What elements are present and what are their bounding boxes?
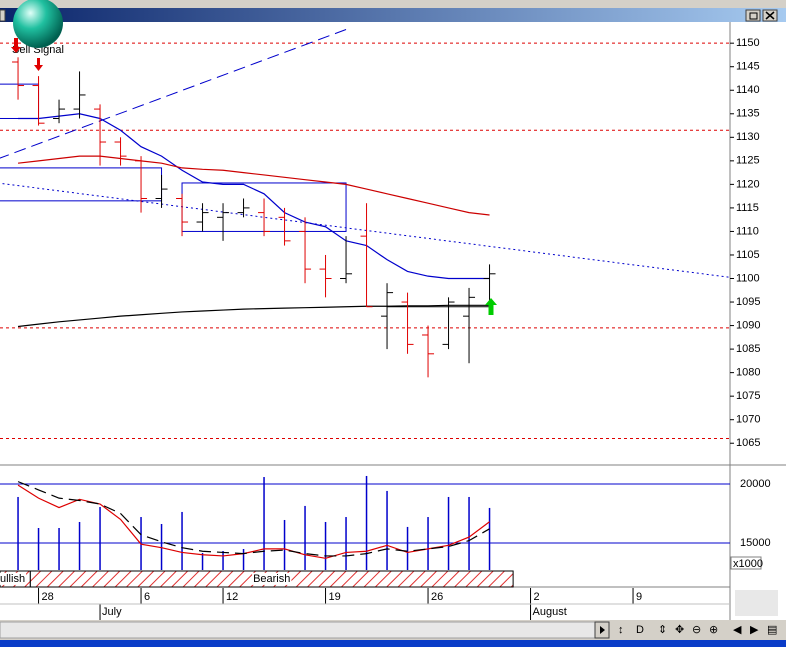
top-strip (0, 0, 786, 8)
y-tick-label: 1105 (736, 249, 760, 261)
tool-icon[interactable]: ⊖ (692, 624, 701, 636)
indicator-line (17, 481, 490, 557)
regime-label: ullish (0, 573, 25, 585)
month-label: August (533, 606, 567, 618)
sell-arrow (34, 58, 43, 71)
y-tick-label: 1120 (736, 178, 760, 190)
scroll-right-icon (600, 626, 605, 634)
y-tick-label: 1080 (736, 367, 760, 379)
corner-box (735, 590, 778, 616)
x-tick-label: 6 (144, 591, 150, 603)
y-tick-label: 1125 (736, 155, 760, 167)
y-tick-label: 1140 (736, 84, 760, 96)
month-label: July (102, 606, 122, 618)
y-tick-label: 1135 (736, 108, 760, 120)
y-tick-label: 1150 (736, 37, 760, 49)
y-tick-label: 1075 (736, 390, 760, 402)
y-tick-label: 15000 (740, 537, 771, 549)
tool-icon[interactable]: ↕ (618, 624, 624, 636)
maximize-icon (749, 12, 758, 20)
logo-sphere (13, 0, 63, 48)
x-tick-label: 12 (226, 591, 238, 603)
y-tick-label: 1095 (736, 296, 760, 308)
regime-label-bg (252, 572, 292, 585)
trendline (0, 29, 347, 159)
maximize-button[interactable] (745, 9, 761, 22)
moving-average (17, 304, 490, 328)
y-tick-label: 1065 (736, 437, 760, 449)
y-tick-label: 1115 (736, 202, 759, 214)
x-tick-label: 26 (431, 591, 443, 603)
x-tick-label: 19 (329, 591, 341, 603)
unit-box (730, 556, 762, 570)
unit-label: x1000 (733, 558, 763, 570)
title-bar (0, 8, 786, 22)
toolbar-icons: ↕ D ⇕ ✥ ⊖ ⊕ ◀ ▶ ▤ (618, 624, 777, 636)
bottom-strip (0, 640, 786, 647)
scrollbar-track[interactable] (0, 621, 596, 639)
y-tick-label: 1100 (736, 272, 760, 284)
regime-label: Bearish (253, 573, 290, 585)
tool-icon[interactable]: ⊕ (709, 624, 718, 636)
moving-average (17, 155, 490, 216)
tool-icon[interactable]: ✥ (675, 624, 684, 636)
tool-icon[interactable]: ⇕ (658, 624, 667, 636)
y-tick-label: 1130 (736, 131, 760, 143)
y-tick-label: 1085 (736, 343, 760, 355)
y-tick-label: 1090 (736, 319, 760, 331)
y-tick-label: 1070 (736, 414, 760, 426)
y-tick-label: 20000 (740, 478, 771, 490)
tool-icon[interactable]: D (636, 624, 644, 636)
regime-label-bg (0, 572, 27, 585)
buy-arrow (485, 298, 497, 315)
sell-arrow (11, 38, 21, 53)
x-tick-label: 28 (42, 591, 54, 603)
tool-icon[interactable]: ◀ (733, 624, 742, 636)
x-tick-label: 2 (534, 591, 540, 603)
restore-button[interactable] (0, 9, 6, 22)
y-tick-label: 1110 (736, 225, 759, 237)
trendline (0, 182, 730, 278)
moving-average (18, 113, 490, 280)
x-tick-label: 9 (636, 591, 642, 603)
annotation: Sell Signal (12, 44, 64, 56)
tool-icon[interactable]: ▤ (767, 624, 777, 636)
tool-icon[interactable]: ▶ (750, 624, 759, 636)
y-tick-label: 1145 (736, 61, 760, 73)
close-icon (765, 11, 775, 20)
